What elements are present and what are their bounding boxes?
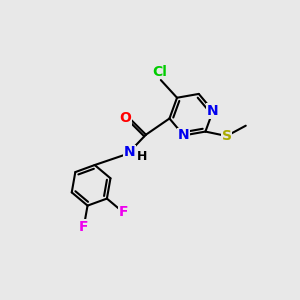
Text: H: H bbox=[136, 150, 147, 163]
Text: F: F bbox=[118, 205, 128, 219]
Text: S: S bbox=[222, 129, 232, 143]
Text: N: N bbox=[207, 104, 219, 118]
Text: N: N bbox=[178, 128, 190, 142]
Text: O: O bbox=[119, 111, 131, 125]
Text: N: N bbox=[123, 146, 135, 159]
Text: Cl: Cl bbox=[152, 64, 167, 79]
Text: F: F bbox=[79, 220, 88, 233]
